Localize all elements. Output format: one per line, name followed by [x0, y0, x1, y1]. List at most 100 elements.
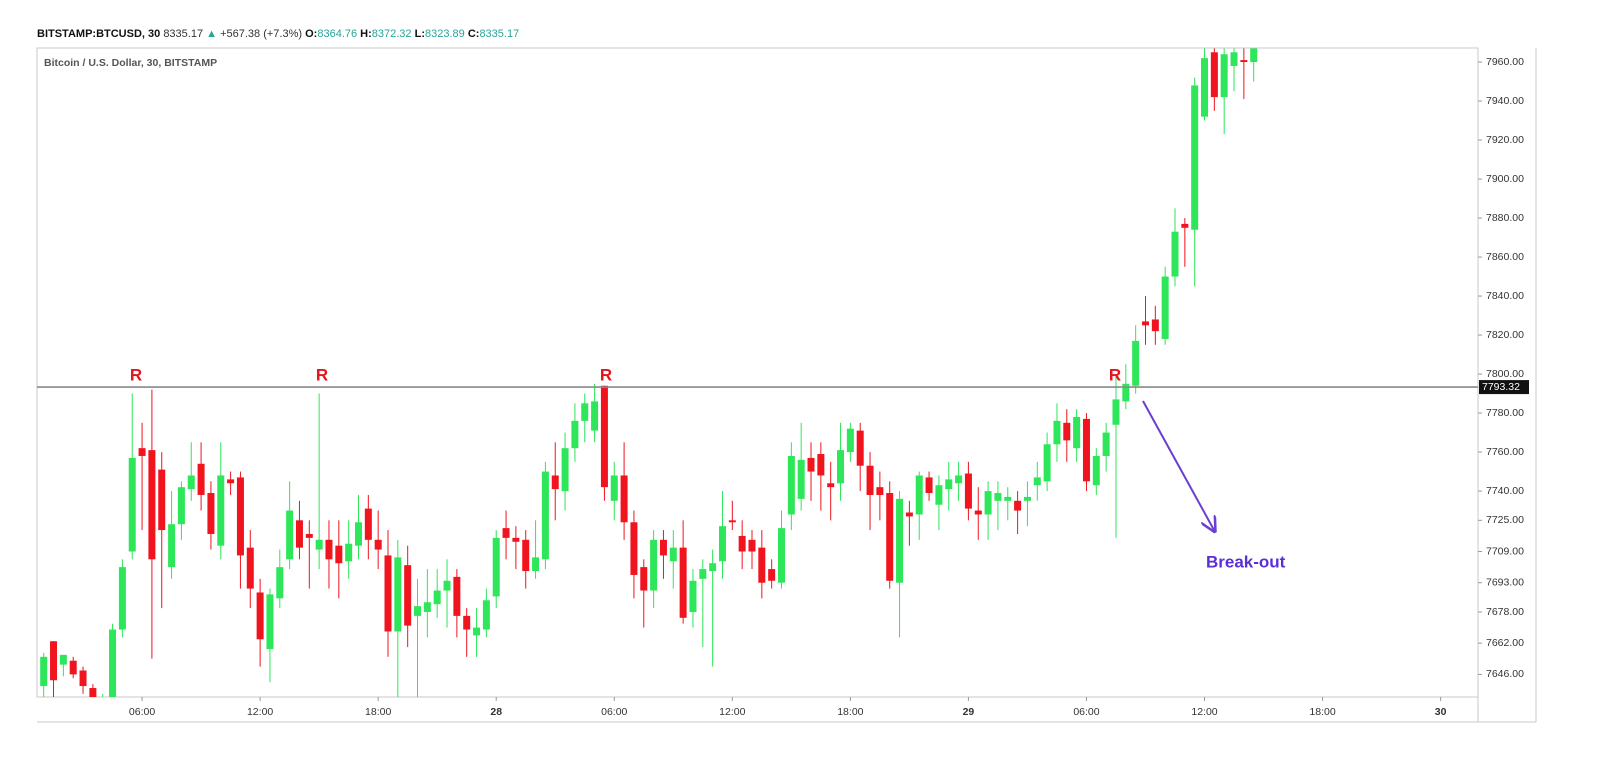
last-price: 8335.17: [163, 28, 203, 40]
candle-body: [109, 629, 117, 697]
x-tick-label: 28: [490, 706, 502, 718]
y-tick-label: 7940.00: [1486, 95, 1524, 107]
arrow: ▲: [206, 28, 217, 40]
candle-body: [532, 557, 540, 572]
candle-body: [79, 670, 87, 687]
candle-body: [591, 401, 599, 431]
y-tick-label: 7662.00: [1486, 637, 1524, 649]
candle-body: [659, 539, 667, 556]
candle-body: [128, 457, 136, 552]
candle-body: [286, 510, 294, 560]
candle-body: [709, 563, 717, 572]
y-tick-label: 7860.00: [1486, 251, 1524, 263]
candle-body: [1171, 231, 1179, 277]
chart-title: Bitcoin / U.S. Dollar, 30, BITSTAMP: [44, 57, 217, 69]
candle-body: [1141, 321, 1149, 326]
candle-body: [404, 565, 412, 626]
candle-body: [827, 483, 835, 488]
candle-body: [227, 479, 235, 484]
x-tick-label: 18:00: [837, 706, 863, 718]
y-tick-label: 7920.00: [1486, 134, 1524, 146]
candle-body: [1053, 420, 1061, 445]
resistance-mark: R: [1109, 366, 1121, 385]
candle-body: [758, 547, 766, 583]
candle-body: [610, 475, 618, 501]
candle-body: [266, 594, 274, 650]
candle-body: [236, 477, 244, 556]
candle-body: [1004, 496, 1012, 501]
close-value: 8335.17: [479, 28, 519, 40]
y-tick-label: 7960.00: [1486, 56, 1524, 68]
candle-body: [738, 535, 746, 552]
candle-body: [354, 522, 362, 546]
candle-body: [276, 567, 284, 599]
low-value: 8323.89: [425, 28, 465, 40]
y-tick-label: 7780.00: [1486, 407, 1524, 419]
candle-body: [345, 543, 353, 562]
close-label: C:: [468, 28, 480, 40]
y-tick-label: 7820.00: [1486, 329, 1524, 341]
candle-body: [600, 385, 608, 488]
candle-body: [315, 539, 323, 550]
candle-body: [502, 528, 510, 538]
candle-body: [512, 537, 520, 542]
candle-body: [1043, 444, 1051, 482]
candle-body: [187, 475, 195, 490]
candle-body: [1014, 500, 1022, 511]
y-tick-label: 7693.00: [1486, 577, 1524, 589]
candle-body: [463, 615, 471, 630]
candle-body: [787, 455, 795, 515]
candle-body: [886, 493, 894, 581]
candle-body: [453, 576, 461, 616]
y-tick-label: 7880.00: [1486, 212, 1524, 224]
candle-body: [1132, 340, 1140, 386]
candle-body: [40, 656, 48, 687]
candle-body: [384, 555, 392, 632]
candle-body: [1063, 422, 1071, 441]
candle-body: [1250, 48, 1258, 63]
candle-body: [679, 547, 687, 618]
candle-body: [394, 557, 402, 632]
candle-body: [630, 522, 638, 575]
candle-body: [1191, 85, 1199, 230]
candle-body: [1122, 383, 1130, 402]
candle-body: [728, 520, 736, 523]
candle-body: [246, 547, 254, 589]
candle-body: [522, 539, 530, 572]
candle-body: [984, 491, 992, 515]
candle-body: [1181, 223, 1189, 228]
candle-body: [1033, 477, 1041, 486]
candle-body: [1151, 319, 1159, 332]
candle-body: [718, 526, 726, 562]
x-tick-label: 29: [963, 706, 975, 718]
candle-body: [620, 475, 628, 523]
candle-body: [492, 537, 500, 597]
open-label: O:: [305, 28, 317, 40]
price-label-box: [1479, 380, 1529, 395]
candle-body: [935, 485, 943, 505]
y-tick-label: 7725.00: [1486, 514, 1524, 526]
candle-body: [1201, 58, 1209, 117]
candle-body: [925, 477, 933, 494]
x-tick-label: 18:00: [365, 706, 391, 718]
x-tick-label: 06:00: [1073, 706, 1099, 718]
y-tick-label: 7900.00: [1486, 173, 1524, 185]
candle-body: [640, 567, 648, 591]
candle-body: [305, 533, 313, 538]
candle-body: [473, 627, 481, 636]
candle-body: [423, 602, 431, 612]
candle-body: [561, 448, 569, 492]
candle-body: [856, 430, 864, 466]
candle-body: [1161, 276, 1169, 339]
resistance-mark: R: [600, 366, 612, 385]
candle-body: [433, 590, 441, 605]
high-label: H:: [360, 28, 372, 40]
candle-body: [748, 539, 756, 552]
open-value: 8364.76: [317, 28, 357, 40]
x-tick-label: 12:00: [719, 706, 745, 718]
candle-body: [414, 606, 422, 616]
candle-body: [118, 567, 126, 630]
y-tick-label: 7678.00: [1486, 606, 1524, 618]
candle-body: [295, 520, 303, 548]
